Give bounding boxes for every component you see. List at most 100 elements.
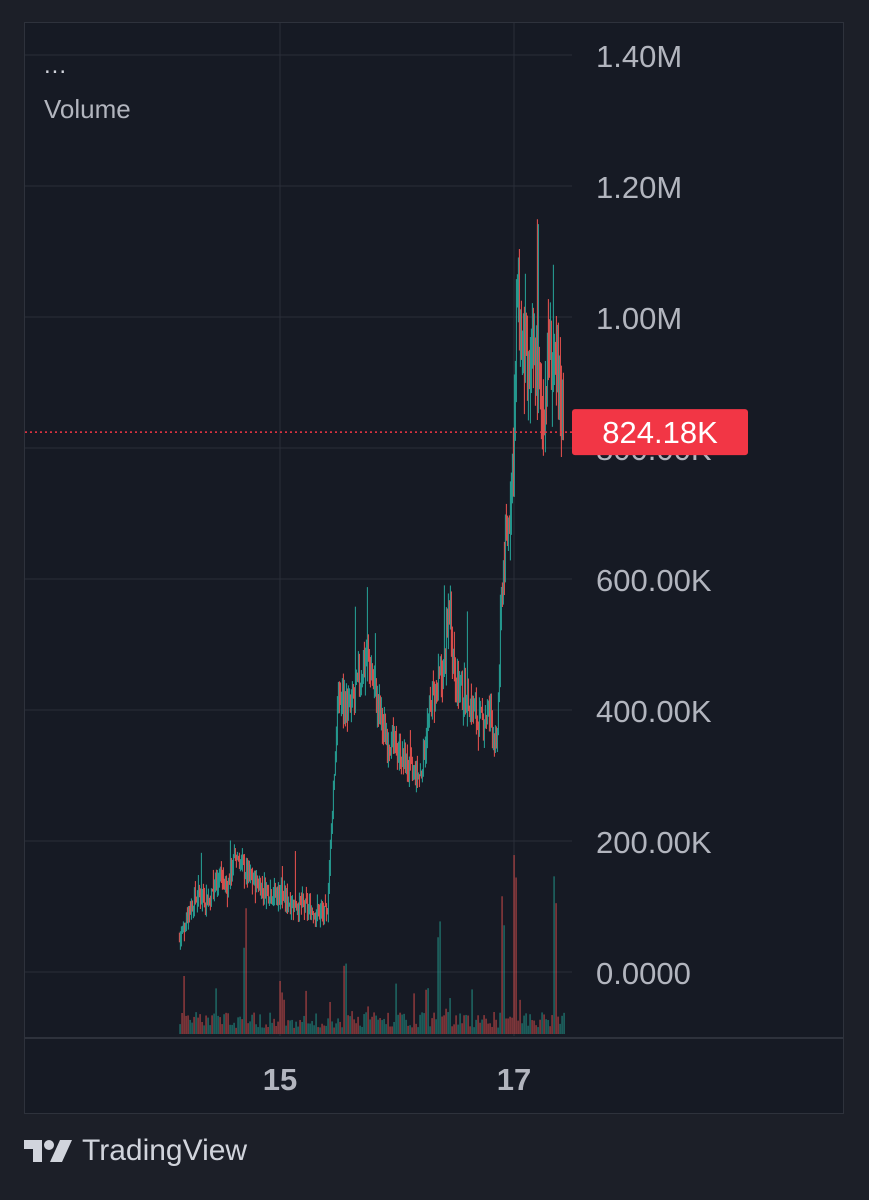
volume-bar [453, 1024, 455, 1034]
brand-name: TradingView [82, 1134, 248, 1167]
volume-bar [359, 1025, 361, 1034]
volume-bar [543, 1014, 545, 1034]
y-tick-label: 600.00K [596, 563, 712, 598]
volume-bar [561, 1015, 563, 1034]
volume-bar [209, 1025, 211, 1034]
volume-bar [529, 1014, 531, 1034]
candlesticks [178, 219, 564, 950]
volume-bar [357, 1016, 359, 1034]
volume-bar [351, 1011, 353, 1034]
volume-bar [257, 1027, 259, 1034]
y-tick-label: 400.00K [596, 694, 712, 729]
volume-bar [503, 925, 505, 1034]
volume-bar [489, 1023, 491, 1034]
volume-bar [447, 1012, 449, 1034]
volume-bar [215, 988, 217, 1034]
volume-bar [283, 999, 285, 1034]
volume-bar [373, 1012, 375, 1034]
volume-bar [255, 1024, 257, 1034]
volume-bar [197, 1017, 199, 1034]
legend-menu-button[interactable]: ... [44, 52, 68, 79]
volume-bar [281, 992, 283, 1034]
volume-bar [199, 1014, 201, 1034]
volume-bar [201, 1022, 203, 1034]
volume-bar [305, 990, 307, 1034]
volume-bar [457, 1024, 459, 1034]
volume-bar [203, 1025, 205, 1034]
volume-bar [187, 1015, 189, 1034]
volume-histogram [179, 855, 565, 1034]
volume-bar [497, 1027, 499, 1034]
volume-bar [275, 1026, 277, 1034]
y-tick-label: 200.00K [596, 825, 712, 860]
volume-bar [271, 1022, 273, 1034]
volume-bar [459, 1013, 461, 1034]
volume-bar [213, 1013, 215, 1034]
volume-bar [387, 1012, 389, 1034]
volume-bar [397, 1014, 399, 1034]
volume-bar [549, 1026, 551, 1034]
volume-bar [231, 1024, 233, 1034]
volume-bar [191, 1022, 193, 1034]
volume-bar [233, 1022, 235, 1034]
volume-bar [337, 1018, 339, 1034]
brand[interactable]: TradingView [24, 1134, 247, 1168]
volume-bar [531, 1020, 533, 1034]
volume-bar [279, 980, 281, 1034]
x-tick-label: 15 [263, 1062, 297, 1097]
volume-bar [533, 1020, 535, 1034]
volume-bar [389, 1026, 391, 1034]
volume-bar [311, 1021, 313, 1034]
volume-bar [285, 1025, 287, 1034]
volume-bar [411, 1027, 413, 1034]
volume-bar [485, 1018, 487, 1034]
volume-bar [431, 1018, 433, 1034]
volume-bar [445, 1008, 447, 1034]
volume-bar [451, 1026, 453, 1034]
volume-bar [339, 1021, 341, 1034]
volume-bar [519, 999, 521, 1034]
volume-bar [341, 1027, 343, 1034]
x-axis: 15 17 [25, 1037, 843, 1097]
volume-bar [385, 1024, 387, 1034]
volume-bar [393, 1021, 395, 1034]
volume-bar [495, 1019, 497, 1034]
volume-bar [183, 976, 185, 1034]
volume-bar [381, 1020, 383, 1034]
volume-bar [297, 1026, 299, 1034]
last-price: 824.18K [25, 409, 748, 456]
volume-bar [455, 1015, 457, 1034]
volume-bar [269, 1012, 271, 1034]
volume-bar [523, 1015, 525, 1034]
volume-bar [227, 1013, 229, 1034]
volume-bar [307, 1023, 309, 1034]
volume-bar [499, 1012, 501, 1034]
volume-bar [323, 1025, 325, 1034]
volume-bar [535, 1025, 537, 1034]
grid [25, 23, 843, 1036]
volume-bar [391, 1026, 393, 1034]
volume-bar [371, 1016, 373, 1034]
volume-bar [481, 1019, 483, 1034]
volume-bar [483, 1015, 485, 1034]
volume-bar [407, 1025, 409, 1034]
volume-bar [417, 1027, 419, 1034]
volume-bar [247, 1023, 249, 1034]
volume-bar [211, 1015, 213, 1034]
volume-bar [345, 963, 347, 1034]
volume-bar [315, 1013, 317, 1034]
volume-bar [309, 1023, 311, 1034]
volume-bar [369, 1019, 371, 1034]
volume-bar [321, 1023, 323, 1034]
volume-bar [399, 1012, 401, 1034]
volume-bar [179, 1024, 181, 1034]
volume-bar [249, 1021, 251, 1034]
volume-bar [449, 998, 451, 1034]
volume-bar [563, 1012, 565, 1034]
last-price-label: 824.18K [602, 415, 718, 450]
volume-bar [429, 1026, 431, 1034]
volume-bar [349, 1016, 351, 1034]
volume-bar [555, 903, 557, 1034]
volume-bar [479, 1022, 481, 1034]
